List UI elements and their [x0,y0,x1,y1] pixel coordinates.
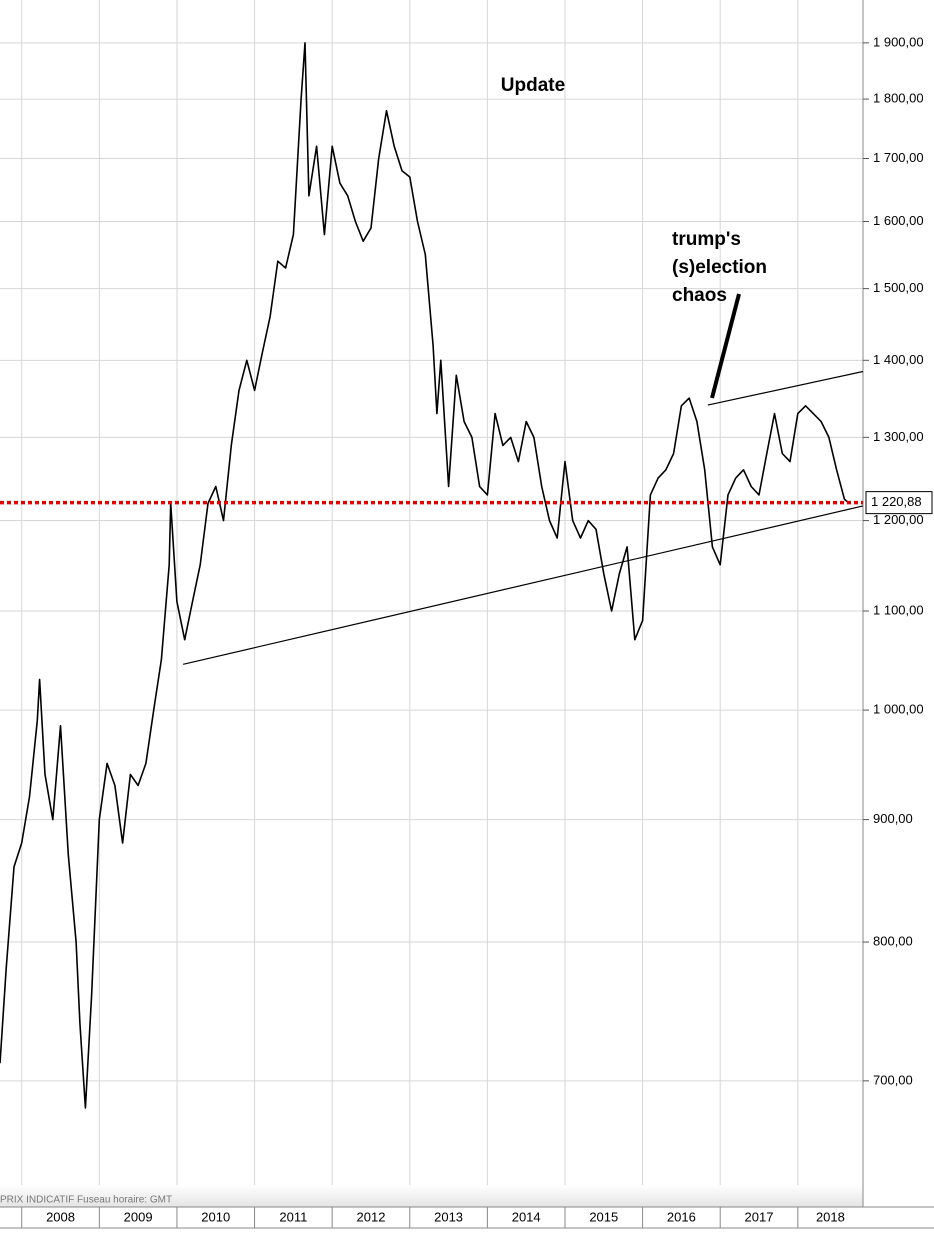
y-tick-label: 1 900,00 [873,34,924,49]
x-tick-label: 2009 [124,1209,153,1224]
trend-line [183,505,864,665]
y-tick-label: 900,00 [873,811,913,826]
x-tick-label: 2013 [434,1209,463,1224]
y-tick-label: 1 400,00 [873,352,924,367]
annotation: (s)election [672,257,767,278]
x-tick-label: 2008 [46,1209,75,1224]
y-tick-label: 1 800,00 [873,91,924,106]
y-tick-label: 1 100,00 [873,602,924,617]
x-tick-label: 2018 [816,1209,845,1224]
price-line [0,42,849,1109]
y-tick-label: 1 000,00 [873,702,924,717]
y-tick-label: 700,00 [873,1072,913,1087]
annotation: chaos [672,285,727,306]
x-tick-label: 2015 [589,1209,618,1224]
annotation: trump's [672,229,741,250]
y-tick-label: 1 500,00 [873,280,924,295]
chart-title: Update [501,75,565,96]
reference-label-box [865,491,933,515]
y-tick-label: 1 600,00 [873,213,924,228]
footer: PRIX INDICATIF Fuseau horaire: GMT [0,1195,172,1206]
plot-bottom-band [0,1185,863,1207]
x-tick-label: 2016 [667,1209,696,1224]
annotation-arrow [710,293,741,399]
y-tick-label: 1 300,00 [873,429,924,444]
y-tick-label: 1 700,00 [873,150,924,165]
x-tick-label: 2017 [745,1209,774,1224]
x-tick-label: 2014 [512,1209,541,1224]
x-tick-label: 2012 [357,1209,386,1224]
trend-line [707,370,864,406]
x-tick-label: 2010 [201,1209,230,1224]
reference-label: 1 220,88 [871,494,922,509]
x-tick-label: 2011 [279,1209,307,1224]
y-tick-label: 800,00 [873,933,913,948]
y-tick-label: 1 200,00 [873,512,924,527]
